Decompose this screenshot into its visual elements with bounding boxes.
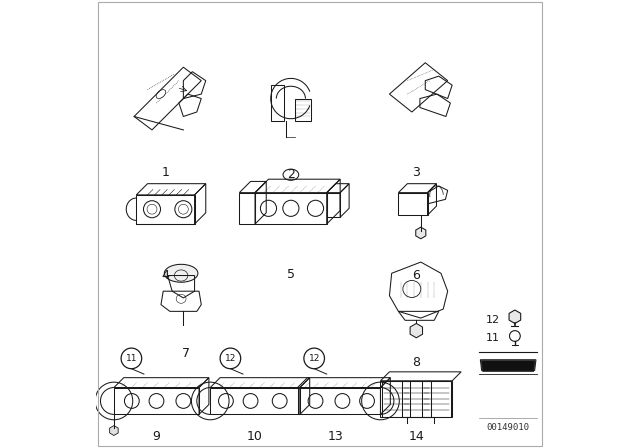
- Text: 3: 3: [412, 166, 420, 179]
- Circle shape: [121, 348, 141, 369]
- Text: 8: 8: [412, 356, 420, 370]
- Text: 11: 11: [486, 333, 499, 343]
- Polygon shape: [509, 310, 521, 323]
- Text: 11: 11: [125, 354, 137, 363]
- Text: 13: 13: [328, 430, 344, 444]
- Ellipse shape: [164, 264, 198, 282]
- Text: 4: 4: [161, 269, 170, 282]
- Polygon shape: [109, 426, 118, 435]
- Text: 12: 12: [225, 354, 236, 363]
- Circle shape: [304, 348, 324, 369]
- Polygon shape: [416, 227, 426, 239]
- Text: 6: 6: [412, 269, 420, 282]
- Polygon shape: [410, 323, 422, 338]
- Text: 1: 1: [161, 166, 170, 179]
- Text: 00149010: 00149010: [486, 423, 530, 432]
- Polygon shape: [481, 361, 535, 371]
- Text: 2: 2: [287, 168, 295, 181]
- Text: 9: 9: [152, 430, 161, 444]
- Text: 12: 12: [485, 315, 500, 325]
- Text: 5: 5: [287, 267, 295, 281]
- Text: 10: 10: [247, 430, 263, 444]
- Text: 7: 7: [182, 347, 189, 361]
- Circle shape: [220, 348, 241, 369]
- Text: 12: 12: [308, 354, 320, 363]
- Text: 14: 14: [408, 430, 424, 444]
